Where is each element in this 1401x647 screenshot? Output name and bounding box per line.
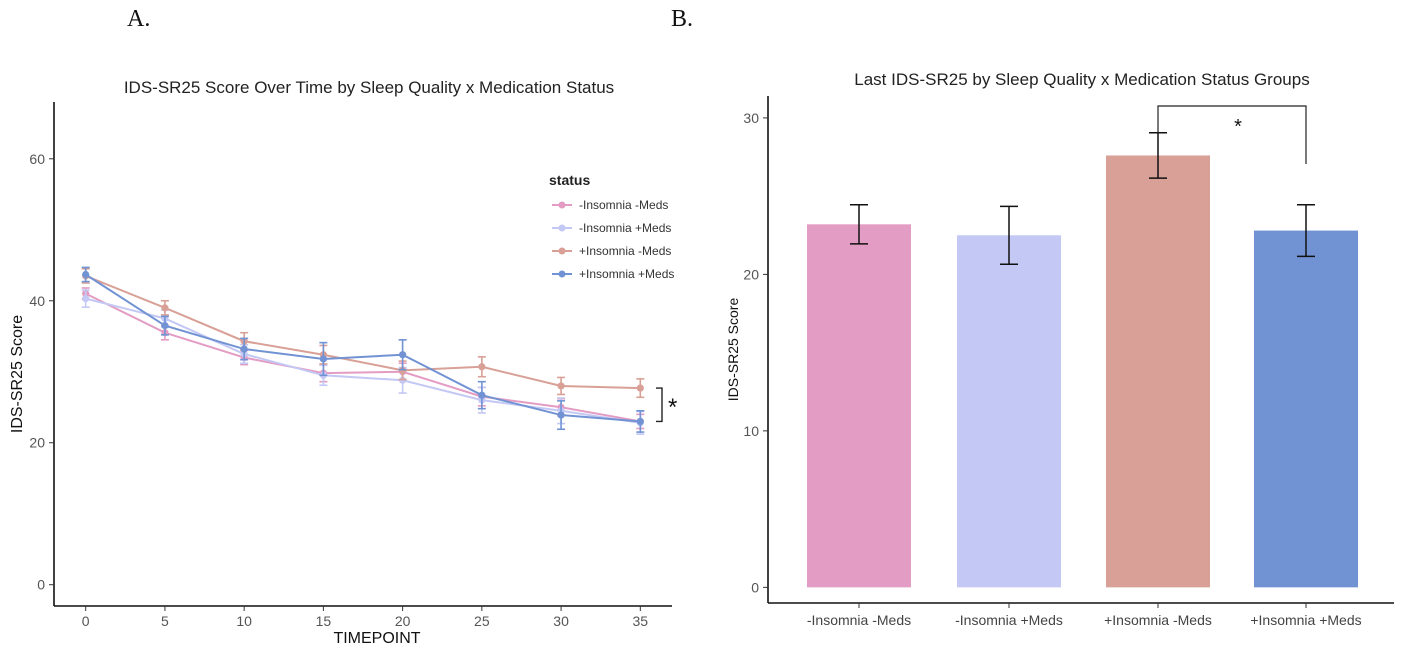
bar-category-label: -Insomnia +Meds (955, 612, 1063, 628)
legend-label: +Insomnia +Meds (579, 267, 674, 281)
bar (807, 224, 911, 588)
data-point (636, 417, 644, 426)
data-point (399, 351, 407, 359)
legend-swatch-dot (558, 247, 566, 255)
line-y-tick-label: 20 (29, 435, 45, 451)
bar-y-tick-label: 0 (751, 579, 759, 595)
legend-label: +Insomnia -Meds (579, 244, 671, 258)
legend-title: status (549, 172, 590, 188)
data-point (557, 382, 565, 390)
line-y-tick-label: 0 (37, 577, 45, 593)
legend-label: -Insomnia +Meds (579, 221, 671, 235)
line-x-tick-label: 35 (633, 613, 649, 629)
bar-y-tick-label: 30 (743, 110, 759, 126)
bar-category-label: +Insomnia -Meds (1104, 612, 1212, 628)
bar (1254, 230, 1358, 588)
bar-chart-title: Last IDS-SR25 by Sleep Quality x Medicat… (854, 70, 1309, 89)
bar (1106, 155, 1210, 588)
series-line (85, 292, 641, 423)
line-x-tick-label: 5 (161, 613, 169, 629)
data-point (478, 363, 486, 371)
data-point (240, 345, 248, 353)
line-chart-title: IDS-SR25 Score Over Time by Sleep Qualit… (124, 78, 614, 97)
series-line (85, 274, 641, 390)
series-line (85, 273, 641, 423)
bar-y-axis-label: IDS-SR25 Score (725, 298, 741, 402)
data-point (636, 384, 644, 392)
data-point (161, 322, 169, 330)
legend-swatch-dot (558, 270, 566, 278)
line-x-tick-label: 30 (553, 613, 569, 629)
data-point (161, 304, 169, 312)
data-point (82, 270, 90, 279)
line-x-tick-label: 15 (316, 613, 332, 629)
bar-y-tick-label: 10 (743, 423, 759, 439)
line-x-tick-label: 20 (395, 613, 411, 629)
data-point (478, 391, 486, 399)
line-x-tick-label: 10 (236, 613, 252, 629)
line-x-tick-label: 25 (474, 613, 490, 629)
line-x-axis-label: TIMEPOINT (333, 630, 420, 647)
line-y-axis-label: IDS-SR25 Score (9, 315, 26, 433)
bar-significance-bracket (1157, 105, 1307, 164)
line-y-tick-label: 40 (29, 293, 45, 309)
panel-b-letter: B. (671, 6, 694, 32)
line-x-tick-label: 0 (82, 613, 90, 629)
bar-category-label: +Insomnia +Meds (1250, 612, 1361, 628)
bar (957, 235, 1061, 588)
significance-bracket (656, 387, 663, 423)
series-line (85, 297, 641, 424)
panel-a-letter: A. (127, 6, 151, 32)
legend-swatch-dot (558, 201, 566, 209)
significance-marker: * (668, 394, 677, 421)
data-point (319, 355, 327, 363)
legend-label: -Insomnia -Meds (579, 198, 668, 212)
data-point (82, 295, 90, 303)
line-y-tick-label: 60 (29, 151, 45, 167)
data-point (557, 411, 565, 419)
legend-swatch-dot (558, 224, 566, 232)
bar-y-tick-label: 20 (743, 266, 759, 282)
bar-significance-marker: * (1234, 116, 1242, 138)
bar-category-label: -Insomnia -Meds (807, 612, 911, 628)
